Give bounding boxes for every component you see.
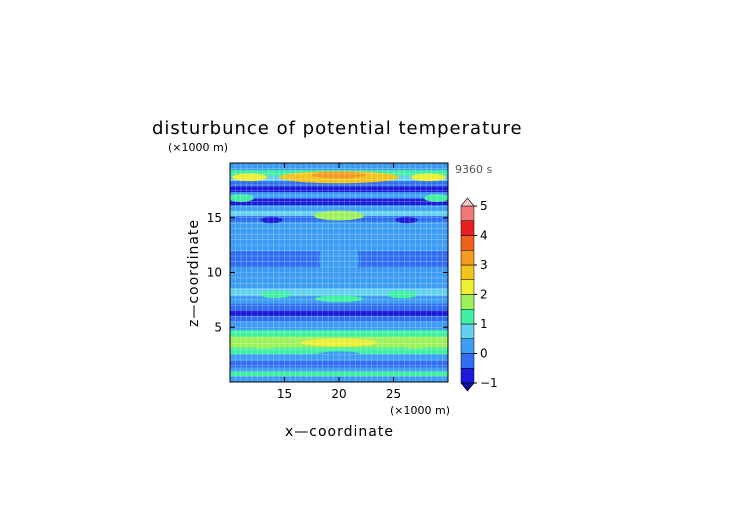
- contour-band: [230, 204, 448, 211]
- y-tick-label: 10: [207, 266, 222, 280]
- time-label: 9360 s: [455, 163, 492, 176]
- colorbar-swatch: [460, 323, 475, 339]
- contour-band: [230, 287, 448, 297]
- x-tick-label: 25: [386, 387, 401, 401]
- y-tick-label: 15: [207, 211, 222, 225]
- colorbar-under-arrow: [460, 382, 475, 392]
- colorbar-swatch: [460, 338, 475, 354]
- colorbar-tick-label: −1: [480, 376, 498, 390]
- contour-region: [230, 194, 254, 202]
- y-axis-label: z—coordinate: [186, 219, 202, 327]
- contour-region: [424, 194, 448, 202]
- x-axis-label: x—coordinate: [285, 424, 394, 440]
- contour-band: [230, 198, 448, 206]
- contour-band: [230, 180, 448, 187]
- colorbar-swatch: [460, 294, 475, 310]
- colorbar: −1 0 1 2 3 4 5: [460, 197, 498, 392]
- colorbar-tick-label: 4: [480, 229, 488, 243]
- colorbar-tick-label: 3: [480, 258, 488, 272]
- grid-lines: [229, 162, 449, 383]
- chart-title: disturbunce of potential temperature: [152, 118, 523, 139]
- x-axis: 15 20 25: [277, 163, 401, 401]
- colorbar-tick-label: 2: [480, 288, 488, 302]
- contour-band: [230, 191, 448, 199]
- colorbar-swatch: [460, 368, 475, 384]
- colorbar-swatch: [460, 309, 475, 325]
- colorbar-swatch: [460, 279, 475, 295]
- contour-region: [319, 234, 359, 285]
- colorbar-tick-label: 1: [480, 317, 488, 331]
- x-tick-label: 15: [277, 387, 292, 401]
- contour-region: [315, 295, 363, 303]
- colorbar-over-arrow: [460, 197, 475, 207]
- contour-band: [230, 360, 448, 368]
- colorbar-tick-label: 0: [480, 347, 488, 361]
- contour-band: [230, 303, 448, 311]
- contour-region: [317, 351, 361, 358]
- contour-region: [313, 210, 365, 221]
- contour-region: [300, 338, 378, 347]
- colorbar-swatch: [460, 353, 475, 369]
- contour-band: [230, 329, 448, 337]
- x-unit-label: (×1000 m): [390, 404, 450, 417]
- x-tick-label: 20: [331, 387, 346, 401]
- contour-region: [311, 171, 367, 179]
- colorbar-tick-label: 5: [480, 199, 488, 213]
- contour-band: [230, 346, 448, 355]
- colorbar-swatch: [460, 264, 475, 280]
- plot-area: [229, 162, 449, 383]
- colorbar-swatch: [460, 205, 475, 221]
- contour-band: [230, 315, 448, 322]
- contour-band: [230, 221, 448, 230]
- contour-region: [232, 173, 268, 182]
- contour-region: [398, 340, 432, 349]
- contour-band: [230, 309, 448, 316]
- y-axis: 5 10 15: [207, 211, 448, 334]
- colorbar-swatch: [460, 235, 475, 251]
- contour-band: [230, 320, 448, 331]
- contour-band: [230, 366, 448, 372]
- contour-region: [395, 216, 418, 224]
- contour-band: [230, 371, 448, 377]
- contour-band: [230, 185, 448, 193]
- y-unit-label: (×1000 m): [168, 141, 228, 154]
- contour-region: [260, 290, 292, 299]
- colorbar-swatch: [460, 220, 475, 236]
- contour-region: [410, 173, 446, 182]
- contour-region: [260, 216, 283, 224]
- contour-region: [246, 340, 280, 349]
- colorbar-swatch: [460, 250, 475, 266]
- contour-region: [386, 290, 418, 299]
- y-tick-label: 5: [214, 320, 222, 334]
